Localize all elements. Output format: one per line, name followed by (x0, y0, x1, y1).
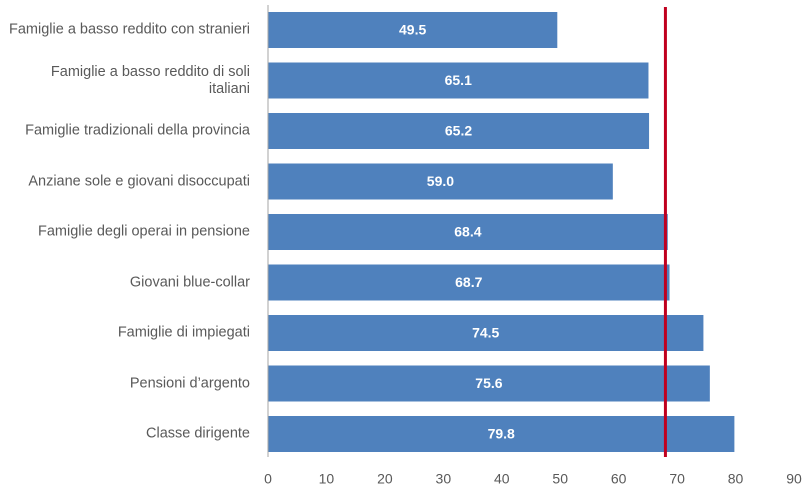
bar (268, 62, 649, 99)
value-label: 59.0 (427, 173, 454, 189)
x-tick-label: 60 (611, 471, 627, 487)
value-label: 68.4 (454, 224, 481, 240)
category-label: Famiglie a basso reddito con stranieri (9, 21, 250, 38)
bar (268, 214, 668, 250)
x-tick-label: 90 (786, 471, 802, 487)
bar (268, 315, 704, 351)
bar (268, 12, 558, 48)
x-tick-label: 80 (728, 471, 744, 487)
category-label: Giovani blue-collar (129, 274, 250, 290)
category-label: Pensioni d’argento (129, 375, 250, 391)
category-label: Famiglie di impiegati (117, 324, 250, 341)
value-label: 49.5 (399, 22, 426, 38)
bar (268, 365, 710, 402)
category-label: Famiglie tradizionali della provincia (25, 122, 250, 139)
value-label: 65.2 (445, 123, 472, 139)
value-label: 79.8 (488, 426, 515, 442)
value-label: 65.1 (445, 72, 472, 88)
category-label: Famiglie degli operai in pensione (38, 223, 250, 240)
bar (268, 163, 613, 200)
value-label: 74.5 (472, 325, 499, 341)
bar (268, 113, 650, 149)
category-label: Famiglie a basso reddito di soli italian… (50, 63, 250, 97)
value-label: 75.6 (475, 375, 502, 391)
category-label: Anziane sole e giovani disoccupati (28, 173, 250, 189)
value-label: 68.7 (455, 274, 482, 290)
x-tick-label: 70 (669, 471, 685, 487)
x-tick-label: 0 (264, 471, 272, 487)
bar (268, 264, 670, 301)
bar (268, 416, 735, 452)
x-tick-label: 40 (494, 471, 510, 487)
x-tick-label: 30 (436, 471, 452, 487)
x-tick-label: 10 (319, 471, 335, 487)
x-tick-label: 20 (377, 471, 393, 487)
category-label: Classe dirigente (146, 425, 250, 442)
x-tick-label: 50 (552, 471, 568, 487)
